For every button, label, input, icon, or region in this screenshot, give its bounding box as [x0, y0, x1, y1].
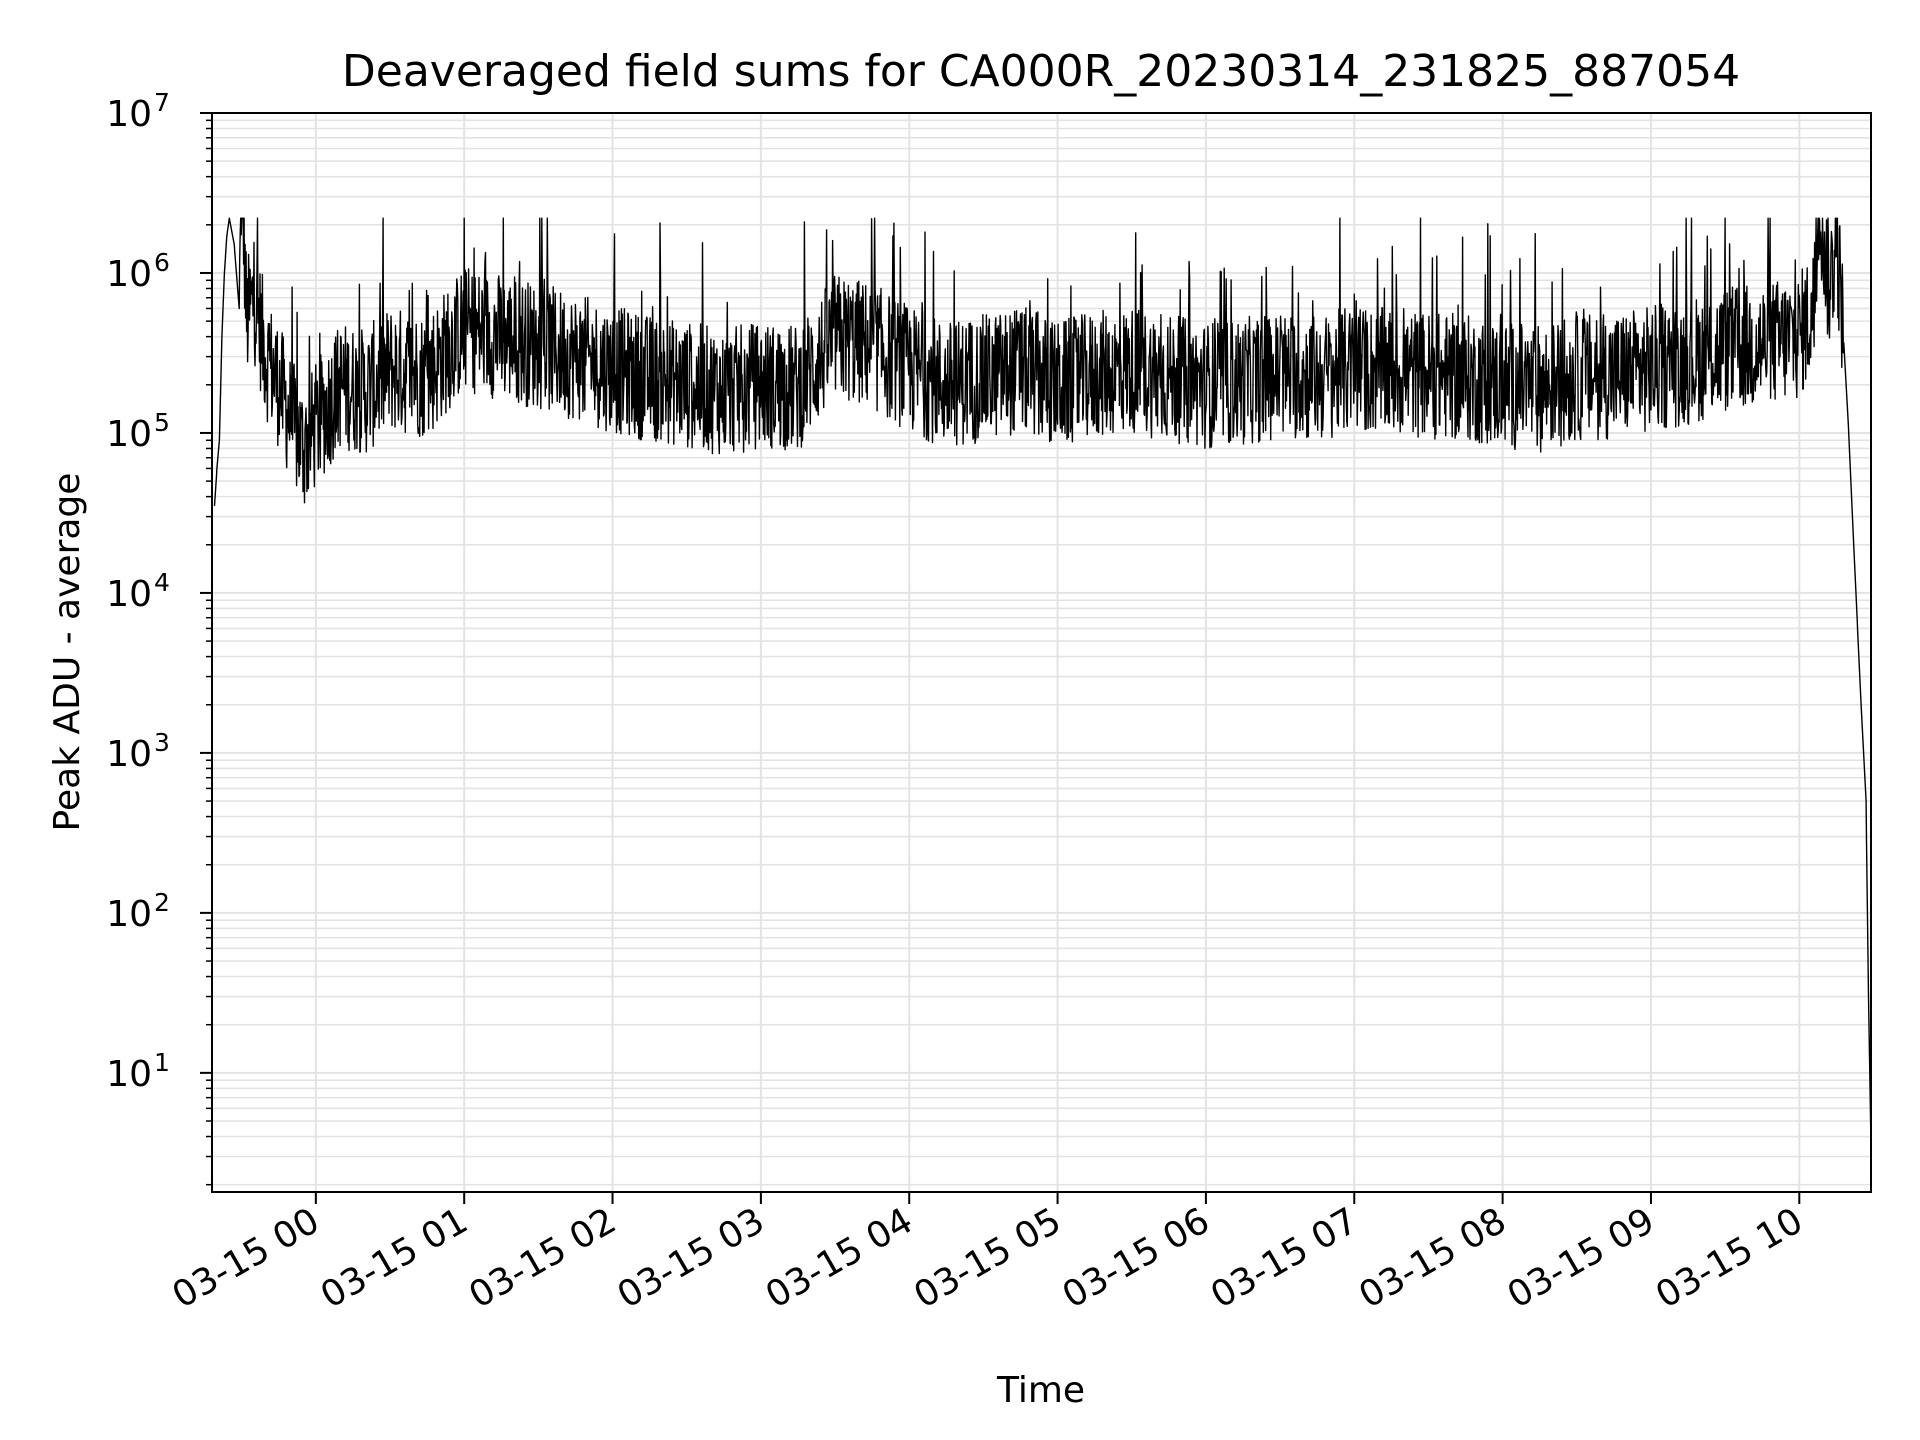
y-tick-exponent: 7 [154, 88, 170, 117]
plot-frame [211, 112, 1872, 1193]
y-axis-label: Peak ADU - average [47, 473, 88, 832]
y-tick-label: 10 [106, 894, 152, 935]
chart-title: Deaveraged field sums for CA000R_2023031… [342, 46, 1740, 97]
y-tick-label: 10 [106, 1054, 152, 1095]
y-tick-exponent: 5 [154, 408, 170, 437]
y-tick-label: 10 [106, 734, 152, 775]
x-axis-label: Time [996, 1370, 1085, 1411]
y-tick-exponent: 6 [154, 248, 170, 277]
y-tick-label: 10 [106, 254, 152, 295]
y-tick-label: 10 [106, 94, 152, 135]
series-line [213, 217, 1872, 1146]
y-tick-label: 10 [106, 574, 152, 615]
y-tick-exponent: 1 [154, 1048, 170, 1077]
y-tick-exponent: 4 [154, 568, 170, 597]
y-tick-exponent: 2 [154, 888, 170, 917]
grid-lines [212, 113, 1871, 1192]
y-tick-label: 10 [106, 414, 152, 455]
y-tick-exponent: 3 [154, 728, 170, 757]
